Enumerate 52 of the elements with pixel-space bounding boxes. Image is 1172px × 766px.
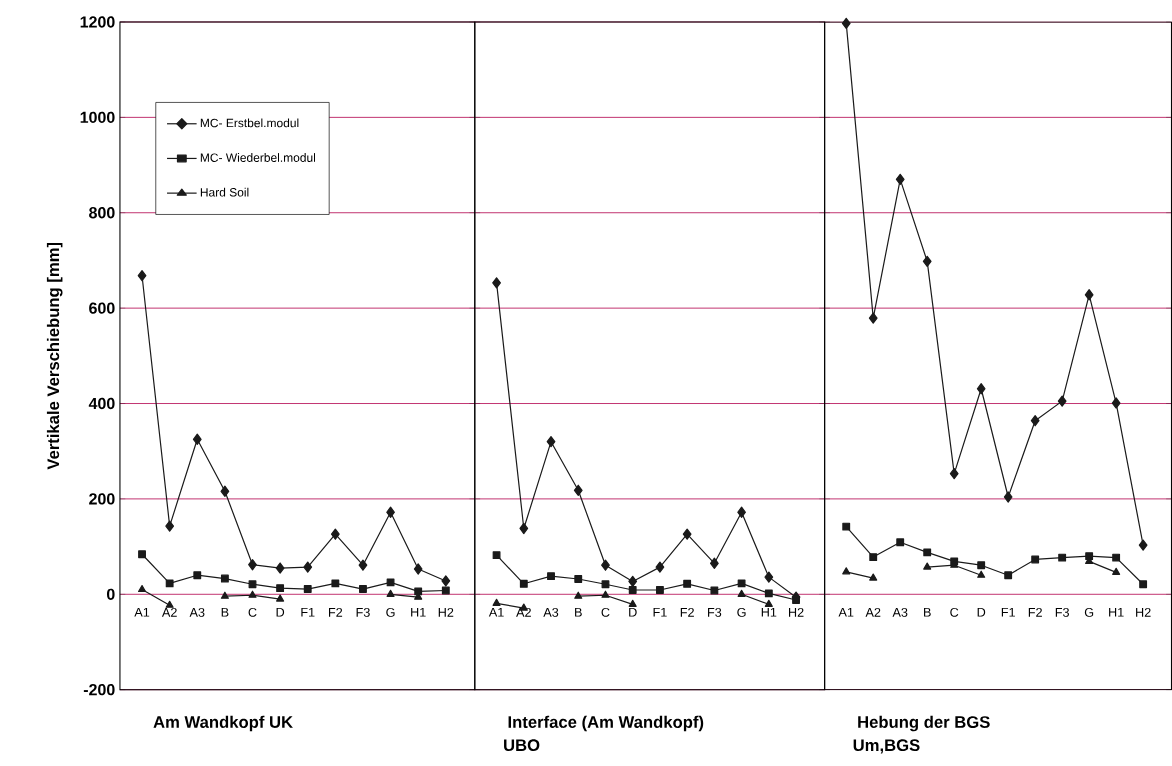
x-tick-label: D bbox=[276, 608, 285, 617]
y-tick-label: 1200 bbox=[80, 16, 115, 28]
x-tick-label: A1 bbox=[134, 608, 150, 617]
x-tick-label: H1 bbox=[411, 608, 426, 617]
y-tick-label: 200 bbox=[89, 493, 115, 505]
x-tick-label: A3 bbox=[189, 608, 205, 618]
legend-label: MC- Wiederbel.modul bbox=[200, 153, 316, 163]
x-tick-label: F1 bbox=[1001, 608, 1015, 617]
x-axis-title: Hebung der BGS bbox=[858, 715, 990, 732]
x-tick-label: B bbox=[575, 608, 582, 617]
y-tick-label: 400 bbox=[88, 398, 115, 410]
text: UBO bbox=[504, 739, 540, 752]
x-tick-label: A2 bbox=[161, 608, 177, 617]
x-tick-label: C bbox=[601, 608, 610, 618]
x-axis-title: Interface (Am Wandkopf) bbox=[508, 715, 704, 732]
x-tick-label: D bbox=[629, 608, 637, 617]
y-tick-label: -200 bbox=[83, 684, 115, 696]
x-tick-label: B bbox=[924, 608, 931, 617]
y-axis-title: Vertikale Verschiebung [mm] bbox=[46, 243, 63, 470]
x-tick-label: H1 bbox=[1109, 608, 1124, 617]
x-tick-label: H2 bbox=[1136, 608, 1151, 617]
x-tick-label: F2 bbox=[1028, 608, 1042, 617]
x-tick-label: C bbox=[248, 608, 257, 618]
x-tick-label: A3 bbox=[543, 608, 559, 618]
x-tick-label: G bbox=[386, 608, 395, 618]
x-tick-label: H1 bbox=[761, 608, 777, 617]
x-tick-label: G bbox=[1084, 608, 1094, 618]
x-tick-label: A1 bbox=[488, 608, 504, 617]
x-tick-label: G bbox=[737, 608, 746, 618]
x-tick-label: H2 bbox=[438, 608, 454, 617]
x-tick-label: F1 bbox=[301, 608, 315, 617]
y-tick-label: 1000 bbox=[80, 111, 115, 124]
x-tick-label: H2 bbox=[789, 608, 804, 617]
y-tick-label: 0 bbox=[106, 588, 115, 601]
x-tick-label: F3 bbox=[708, 608, 722, 618]
legend-label: Hard Soil bbox=[200, 187, 249, 197]
legend-label: MC- Erstbel.modul bbox=[200, 118, 299, 128]
x-tick-label: F2 bbox=[680, 608, 694, 617]
x-tick-label: A3 bbox=[892, 608, 908, 618]
x-tick-label: B bbox=[221, 608, 229, 617]
x-tick-label: C bbox=[950, 608, 959, 618]
text: Um,BGS bbox=[853, 739, 920, 754]
x-tick-label: A1 bbox=[838, 608, 854, 617]
y-tick-label: 800 bbox=[89, 207, 115, 219]
x-tick-label: A2 bbox=[865, 608, 881, 617]
x-tick-label: F3 bbox=[356, 608, 370, 618]
x-tick-label: F1 bbox=[653, 608, 667, 617]
x-tick-label: D bbox=[977, 608, 986, 617]
x-axis-title: Am Wandkopf UK bbox=[153, 715, 293, 732]
x-tick-label: F2 bbox=[329, 608, 343, 617]
y-tick-label: 600 bbox=[89, 302, 115, 314]
x-tick-label: F3 bbox=[1055, 608, 1069, 618]
